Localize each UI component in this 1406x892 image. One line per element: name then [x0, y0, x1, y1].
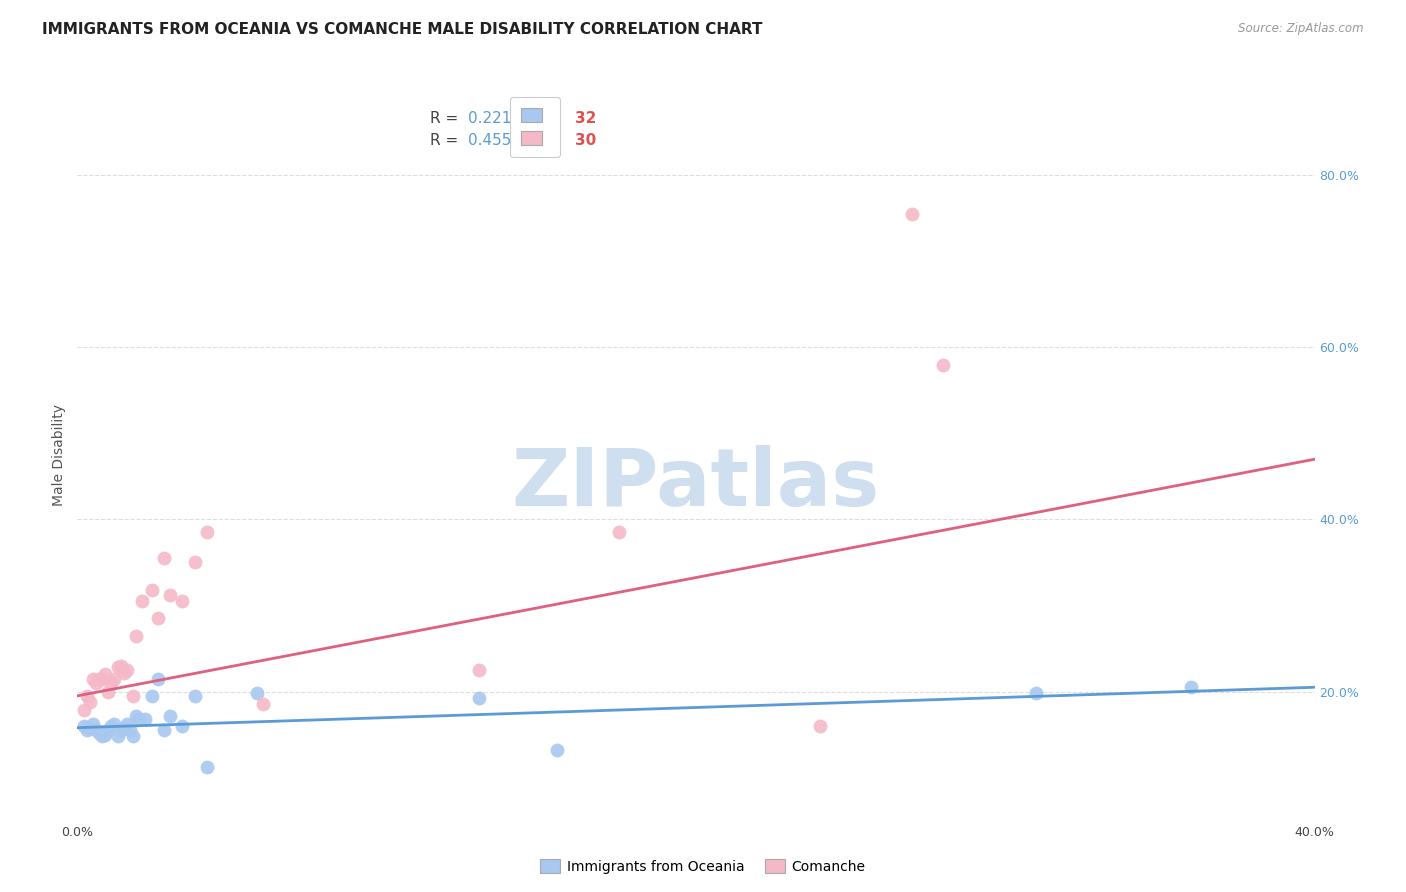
Point [82, 672, 104, 686]
Point [159, 708, 181, 723]
Point [84, 723, 107, 738]
Point [110, 658, 132, 673]
Point [1025, 686, 1047, 700]
Text: R =: R = [430, 111, 463, 126]
Point [110, 723, 132, 738]
Point [72, 704, 94, 718]
Point [87, 726, 110, 740]
Point [76, 689, 98, 703]
Point [808, 719, 831, 733]
Point [72, 719, 94, 733]
Point [195, 760, 218, 774]
Point [153, 551, 176, 566]
Point [468, 691, 491, 706]
Point [91, 729, 114, 743]
Point [107, 729, 129, 743]
Point [97, 723, 120, 738]
Point [82, 717, 104, 731]
Point [115, 717, 138, 731]
Point [79, 721, 101, 735]
Point [134, 712, 156, 726]
Point [1180, 680, 1202, 694]
Point [112, 665, 135, 680]
Point [87, 672, 110, 686]
Point [159, 588, 181, 602]
Point [115, 663, 138, 677]
Point [84, 676, 107, 690]
Point [153, 723, 176, 738]
Point [122, 689, 145, 703]
Point [97, 684, 120, 698]
Point [100, 719, 122, 733]
Text: Source: ZipAtlas.com: Source: ZipAtlas.com [1239, 22, 1364, 36]
Text: 0.455: 0.455 [468, 133, 512, 148]
Text: ZIPatlas: ZIPatlas [512, 445, 880, 524]
Point [76, 723, 98, 738]
Text: N =: N = [523, 111, 567, 126]
Text: R =: R = [430, 133, 463, 148]
Point [125, 708, 148, 723]
Point [607, 525, 630, 540]
Point [932, 358, 955, 372]
Point [100, 676, 122, 690]
Text: 0.221: 0.221 [468, 111, 512, 126]
Point [252, 698, 274, 712]
Text: 30: 30 [575, 133, 596, 148]
Point [246, 686, 269, 700]
Point [103, 717, 125, 731]
Point [79, 695, 101, 709]
Point [901, 207, 924, 221]
Point [546, 743, 568, 757]
Point [184, 556, 207, 570]
Y-axis label: Male Disability: Male Disability [52, 404, 66, 506]
Point [172, 594, 194, 608]
Legend: , : , [510, 97, 561, 157]
Point [128, 712, 150, 726]
Point [103, 672, 125, 686]
Point [195, 525, 218, 540]
Point [184, 689, 207, 703]
Point [131, 594, 153, 608]
Point [172, 719, 194, 733]
Point [146, 672, 169, 686]
Point [125, 629, 148, 643]
Point [141, 582, 163, 597]
Point [107, 660, 129, 674]
Point [122, 729, 145, 743]
Legend: Immigrants from Oceania, Comanche: Immigrants from Oceania, Comanche [533, 853, 873, 880]
Point [91, 672, 114, 686]
Point [146, 611, 169, 625]
Point [94, 667, 117, 681]
Point [141, 689, 163, 703]
Point [118, 723, 141, 738]
Text: IMMIGRANTS FROM OCEANIA VS COMANCHE MALE DISABILITY CORRELATION CHART: IMMIGRANTS FROM OCEANIA VS COMANCHE MALE… [42, 22, 762, 37]
Text: N =: N = [523, 133, 567, 148]
Point [468, 663, 491, 677]
Text: 32: 32 [575, 111, 596, 126]
Point [94, 728, 117, 742]
Point [112, 721, 135, 735]
